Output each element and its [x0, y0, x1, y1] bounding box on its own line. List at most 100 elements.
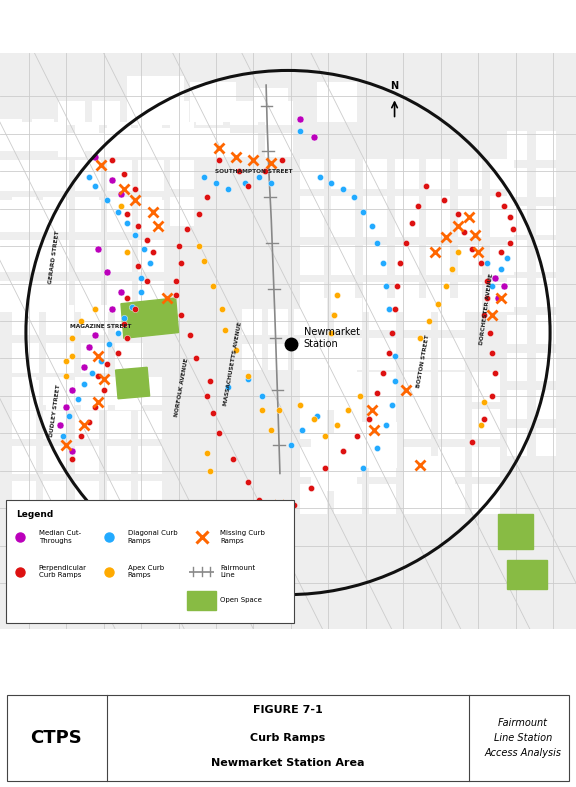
Bar: [472, 484, 500, 514]
Bar: [0, 160, 22, 191]
Bar: [536, 243, 556, 272]
Bar: [230, 101, 258, 125]
Bar: [403, 379, 431, 410]
Bar: [369, 446, 396, 476]
Bar: [32, 200, 54, 231]
Bar: [536, 168, 556, 198]
Bar: [196, 539, 223, 563]
Bar: [265, 101, 293, 125]
Bar: [507, 390, 527, 419]
Bar: [426, 245, 450, 275]
Bar: [0, 200, 22, 231]
Bar: [75, 377, 99, 405]
Bar: [507, 131, 527, 160]
Bar: [265, 539, 293, 563]
Bar: [268, 344, 288, 370]
Bar: [426, 196, 450, 226]
Bar: [507, 240, 527, 269]
Bar: [75, 515, 99, 543]
Text: Curb Ramps: Curb Ramps: [251, 733, 325, 743]
Bar: [43, 481, 67, 508]
Text: BOSTON STREET: BOSTON STREET: [416, 334, 430, 388]
Bar: [107, 377, 131, 405]
Bar: [179, 128, 230, 157]
Bar: [357, 422, 397, 468]
Bar: [92, 101, 120, 125]
Bar: [7, 694, 569, 781]
Text: CTPS: CTPS: [31, 729, 82, 747]
Bar: [403, 298, 431, 330]
Bar: [438, 371, 465, 401]
Bar: [107, 281, 132, 312]
Bar: [43, 160, 67, 189]
Bar: [32, 240, 54, 272]
Bar: [43, 446, 67, 474]
Bar: [161, 101, 189, 125]
Bar: [81, 380, 108, 410]
Bar: [458, 245, 482, 275]
Bar: [300, 338, 327, 370]
Bar: [334, 298, 362, 330]
Bar: [12, 305, 39, 335]
Bar: [507, 316, 527, 344]
Bar: [170, 160, 194, 189]
Bar: [369, 338, 396, 370]
Bar: [43, 160, 69, 191]
Bar: [138, 377, 162, 405]
Bar: [43, 200, 69, 231]
Bar: [331, 196, 355, 226]
Bar: [32, 281, 54, 312]
Bar: [536, 353, 556, 382]
Bar: [138, 281, 164, 312]
Bar: [536, 131, 556, 160]
Bar: [369, 298, 396, 330]
Bar: [75, 160, 101, 191]
Bar: [127, 133, 154, 157]
Bar: [300, 298, 327, 330]
Bar: [403, 446, 431, 476]
Bar: [0, 240, 22, 272]
Bar: [138, 160, 164, 191]
Bar: [334, 338, 362, 370]
Bar: [32, 120, 54, 151]
Bar: [395, 245, 419, 275]
Bar: [536, 390, 556, 419]
Bar: [170, 122, 194, 151]
Bar: [438, 446, 465, 476]
Text: Fairmount
Line Station
Access Analysis: Fairmount Line Station Access Analysis: [484, 718, 562, 758]
Text: Diagonal Curb
Ramps: Diagonal Curb Ramps: [128, 530, 177, 544]
Bar: [43, 515, 67, 543]
Bar: [490, 208, 514, 238]
Bar: [43, 281, 69, 312]
Bar: [334, 409, 362, 439]
Bar: [12, 481, 36, 508]
Bar: [490, 196, 514, 226]
Bar: [300, 245, 324, 275]
Bar: [81, 343, 108, 373]
Bar: [12, 200, 37, 231]
Bar: [507, 168, 527, 198]
Bar: [268, 309, 288, 335]
Bar: [230, 133, 258, 157]
Bar: [92, 539, 120, 563]
Bar: [127, 101, 154, 125]
Text: DORCHESTER AVENUE: DORCHESTER AVENUE: [479, 273, 494, 345]
Bar: [317, 82, 357, 122]
Bar: [331, 158, 355, 189]
Bar: [12, 160, 37, 191]
Bar: [107, 160, 132, 191]
Bar: [107, 198, 131, 226]
Text: Missing Curb
Ramps: Missing Curb Ramps: [220, 530, 265, 544]
Bar: [187, 591, 216, 610]
Bar: [116, 368, 150, 399]
Bar: [369, 484, 396, 514]
Bar: [46, 305, 74, 335]
Bar: [161, 539, 189, 563]
Bar: [138, 200, 164, 231]
Text: SOUTHAMPTON STREET: SOUTHAMPTON STREET: [215, 168, 292, 174]
Bar: [43, 198, 67, 226]
Text: NORFOLK AVENUE: NORFOLK AVENUE: [174, 357, 189, 417]
Text: Newmarket
Station: Newmarket Station: [304, 327, 359, 349]
Bar: [363, 196, 387, 226]
Bar: [536, 206, 556, 235]
